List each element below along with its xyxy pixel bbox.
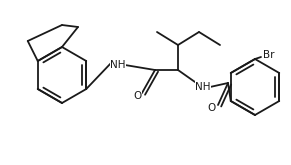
Text: O: O bbox=[208, 103, 216, 113]
Text: O: O bbox=[133, 91, 141, 101]
Text: Br: Br bbox=[263, 50, 275, 60]
Text: NH: NH bbox=[110, 60, 126, 70]
Text: NH: NH bbox=[195, 82, 211, 92]
